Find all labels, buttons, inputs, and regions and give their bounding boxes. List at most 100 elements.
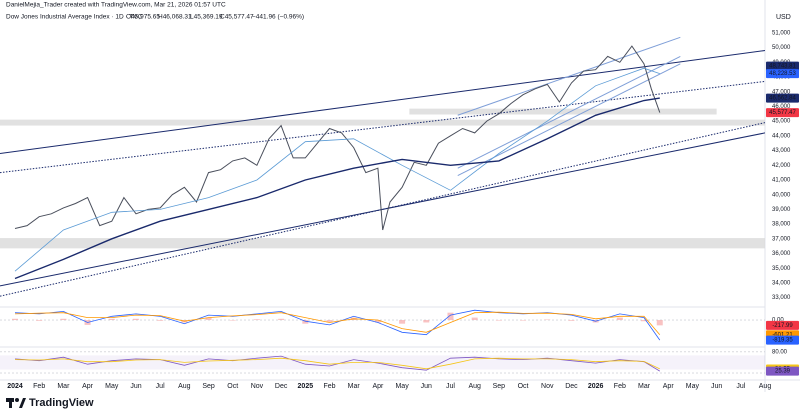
histogram-bar	[12, 318, 18, 321]
histogram-bar	[423, 320, 430, 323]
x-tick-label: Mar	[638, 383, 651, 390]
x-tick-label: Oct	[227, 383, 238, 390]
x-tick-label: Oct	[518, 383, 529, 390]
x-tick-label: Jul	[736, 383, 745, 390]
price-label: 48,743.81	[769, 64, 796, 70]
price-line	[14, 67, 660, 272]
low: L45,369.19	[190, 14, 223, 21]
price-label-bg	[766, 335, 799, 345]
zone	[0, 119, 765, 126]
close: C45,577.47	[220, 14, 254, 21]
trend-line	[0, 132, 765, 287]
y-tick-label: 41,000	[772, 178, 791, 184]
histogram-bar	[278, 318, 285, 321]
price-label-bg	[766, 366, 799, 376]
y-tick-label: 43,000	[772, 148, 791, 154]
y-tick-label: 44,000	[772, 133, 791, 139]
y-tick-label: 47,000	[772, 89, 791, 95]
price-label-bg	[766, 93, 799, 103]
price-label: 25.39	[775, 369, 791, 375]
currency: USD	[776, 14, 791, 21]
trend-line	[0, 50, 765, 154]
logo-mark	[19, 398, 26, 408]
x-tick-label: Feb	[33, 383, 45, 390]
price-label-bg	[766, 61, 799, 71]
price-line	[14, 97, 660, 280]
trend-line	[457, 36, 681, 116]
price-label: -601.21	[772, 332, 793, 338]
credit: DanielMejia_Trader created with TradingV…	[6, 2, 226, 9]
histogram-bar	[568, 320, 575, 321]
price-label: 48,228.53	[769, 71, 796, 77]
logo-mark	[15, 398, 19, 402]
x-tick-label: Feb	[614, 383, 626, 390]
x-tick-label: Apr	[82, 383, 94, 390]
y-tick-label: 39,000	[772, 207, 791, 213]
histogram-bar	[471, 317, 478, 321]
y-tick-label: 46,000	[772, 104, 791, 110]
histogram-bar	[60, 318, 67, 321]
histogram-bar	[656, 320, 663, 326]
y-tick-label: 35,000	[772, 266, 791, 272]
x-tick-label: Jun	[421, 383, 432, 390]
x-tick-label: Mar	[57, 383, 70, 390]
open: O45,975.65	[126, 14, 160, 21]
y-tick-label: 42,000	[772, 163, 791, 169]
x-tick-label: 2025	[298, 383, 314, 390]
x-tick-label: Mar	[348, 383, 361, 390]
x-tick-label: Sep	[493, 383, 506, 390]
price-label-bg	[766, 69, 799, 79]
zone	[0, 238, 765, 249]
x-tick-label: May	[686, 383, 700, 390]
trend-line	[0, 80, 765, 174]
histogram-bar	[326, 320, 333, 323]
x-tick-label: Aug	[468, 383, 481, 390]
rsi-band	[0, 355, 765, 370]
histogram-bar	[641, 320, 648, 322]
logo-mark	[9, 398, 12, 408]
histogram-bar	[132, 318, 139, 321]
x-tick-label: Aug	[759, 383, 772, 390]
y-tick-label: 38,000	[772, 222, 791, 228]
x-tick-label: May	[395, 383, 409, 390]
x-tick-label: Apr	[663, 383, 675, 390]
x-tick-label: May	[105, 383, 119, 390]
price-label-bg	[766, 320, 799, 330]
x-tick-label: Nov	[251, 383, 264, 390]
x-tick-label: Apr	[372, 383, 384, 390]
histogram-bar	[36, 320, 43, 321]
x-tick-label: Dec	[275, 383, 288, 390]
price-line	[14, 45, 661, 231]
x-tick-label: Aug	[178, 383, 191, 390]
histogram-bar	[616, 317, 623, 321]
y-tick-label: 37,000	[772, 236, 791, 242]
x-tick-label: Jun	[130, 383, 141, 390]
y-tick-label: 45,000	[772, 119, 791, 125]
y-tick-label: 40,000	[772, 192, 791, 198]
y-tick-label: 51,000	[772, 30, 791, 36]
x-tick-label: 2024	[7, 383, 23, 390]
brand: TradingView	[29, 397, 94, 409]
y-tick-label: 33,000	[772, 295, 791, 301]
histogram-bar	[157, 320, 164, 321]
zone	[409, 108, 717, 115]
symbol: Dow Jones Industrial Average Index · 1D …	[6, 14, 143, 21]
x-tick-label: Jul	[156, 383, 165, 390]
indicator-line	[14, 357, 660, 370]
histogram-bar	[108, 318, 115, 321]
x-tick-label: Sep	[202, 383, 215, 390]
x-tick-label: Jul	[446, 383, 455, 390]
x-tick-label: Jun	[711, 383, 722, 390]
x-tick-label: Nov	[541, 383, 554, 390]
high: H46,068.31	[158, 14, 192, 21]
x-tick-label: 2026	[588, 383, 604, 390]
y-tick-label: 80.00	[772, 349, 788, 355]
histogram-bar	[374, 320, 381, 323]
logo[interactable]: TradingView	[6, 397, 94, 409]
histogram-bar	[399, 320, 406, 324]
histogram-bar	[302, 320, 309, 324]
price-label: 45,577.47	[769, 110, 796, 116]
trend-line	[457, 55, 681, 169]
